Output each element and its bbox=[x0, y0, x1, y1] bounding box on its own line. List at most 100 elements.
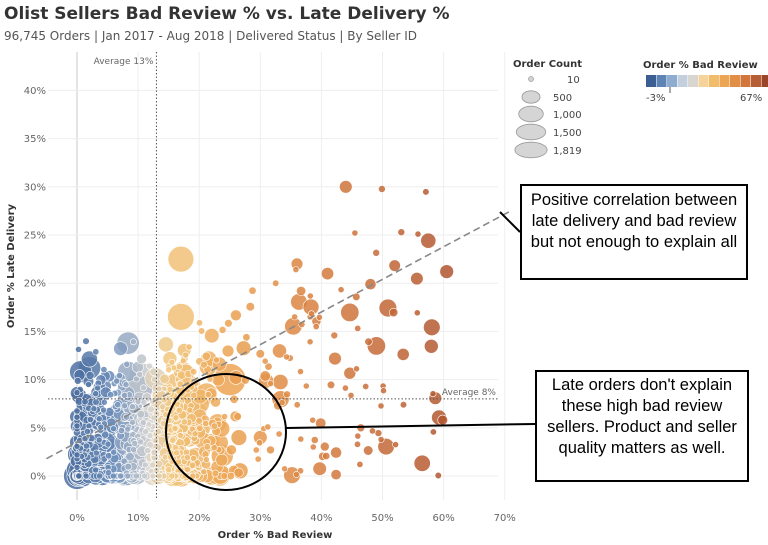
data-point bbox=[176, 380, 184, 388]
data-point bbox=[378, 185, 386, 193]
data-point bbox=[116, 372, 123, 379]
data-point bbox=[328, 351, 342, 366]
color-legend-swatch bbox=[709, 75, 719, 87]
data-point bbox=[354, 432, 362, 440]
data-point bbox=[167, 245, 195, 273]
data-point bbox=[182, 351, 190, 359]
data-point bbox=[312, 461, 327, 476]
data-point bbox=[172, 414, 180, 422]
data-point bbox=[144, 447, 152, 455]
data-point bbox=[293, 471, 300, 478]
data-point bbox=[252, 446, 260, 454]
data-point bbox=[117, 472, 124, 480]
color-legend-swatch bbox=[698, 75, 709, 87]
highlight-ellipse bbox=[165, 373, 287, 491]
data-point bbox=[330, 446, 342, 459]
data-point bbox=[261, 357, 269, 365]
data-point bbox=[73, 407, 81, 415]
x-tick-label: 0% bbox=[69, 513, 85, 524]
data-point bbox=[410, 272, 424, 286]
data-point bbox=[363, 445, 374, 456]
data-point bbox=[73, 413, 81, 421]
data-point bbox=[130, 446, 137, 453]
color-legend-swatch bbox=[667, 75, 677, 87]
data-point bbox=[306, 338, 314, 346]
data-point bbox=[140, 398, 148, 406]
data-point bbox=[275, 430, 283, 438]
data-point bbox=[100, 366, 108, 374]
data-point bbox=[353, 440, 361, 448]
data-point bbox=[330, 331, 339, 340]
data-point bbox=[340, 302, 360, 322]
data-point bbox=[420, 232, 437, 249]
data-point bbox=[189, 472, 197, 480]
data-point bbox=[150, 414, 158, 422]
data-point bbox=[200, 468, 208, 476]
data-point bbox=[157, 336, 174, 353]
reference-label-x: Average 13% bbox=[94, 57, 154, 67]
data-point bbox=[176, 431, 184, 439]
data-point bbox=[179, 357, 187, 365]
data-point bbox=[380, 387, 387, 395]
y-tick-label: 5% bbox=[30, 423, 46, 434]
data-point bbox=[437, 414, 449, 426]
data-point bbox=[377, 436, 385, 443]
data-point bbox=[296, 285, 307, 296]
data-point bbox=[128, 403, 136, 411]
x-tick-label: 70% bbox=[494, 513, 516, 524]
data-point bbox=[149, 367, 158, 376]
data-point bbox=[82, 337, 90, 345]
data-point bbox=[133, 472, 140, 480]
data-point bbox=[310, 436, 319, 444]
data-point bbox=[272, 279, 280, 287]
size-legend-marker bbox=[518, 105, 544, 123]
data-point bbox=[283, 353, 290, 361]
data-point bbox=[272, 343, 287, 359]
data-point bbox=[283, 390, 291, 399]
data-point bbox=[75, 345, 82, 353]
data-point bbox=[204, 328, 220, 344]
data-point bbox=[191, 430, 199, 438]
data-point bbox=[165, 366, 173, 374]
y-tick-label: 20% bbox=[24, 279, 46, 290]
data-point bbox=[272, 373, 289, 390]
data-point bbox=[413, 454, 431, 472]
data-point bbox=[235, 340, 252, 356]
data-point bbox=[221, 344, 235, 358]
data-point bbox=[309, 416, 317, 424]
data-point bbox=[293, 401, 301, 409]
data-point bbox=[149, 472, 157, 480]
callout-quality-text: Late orders don't explain these high bad… bbox=[547, 376, 737, 457]
data-point bbox=[281, 465, 288, 473]
data-point bbox=[368, 427, 376, 435]
color-legend-swatch bbox=[751, 75, 761, 87]
data-point bbox=[166, 385, 174, 393]
data-point bbox=[351, 229, 359, 237]
data-point bbox=[364, 337, 373, 346]
data-point bbox=[228, 370, 244, 385]
size-legend-label: 1,819 bbox=[553, 146, 582, 157]
data-point bbox=[221, 413, 228, 420]
data-point bbox=[330, 469, 342, 481]
data-point bbox=[73, 442, 81, 450]
data-point bbox=[423, 318, 441, 336]
data-point bbox=[92, 348, 100, 356]
data-point bbox=[189, 461, 197, 469]
callout-correlation-text: Positive correlation between late delive… bbox=[530, 191, 738, 251]
data-point bbox=[397, 228, 406, 236]
color-legend-swatch bbox=[719, 75, 730, 87]
x-tick-label: 30% bbox=[249, 513, 271, 524]
data-point bbox=[337, 286, 345, 294]
pointer-line bbox=[499, 211, 521, 233]
color-legend-swatch bbox=[656, 75, 667, 87]
data-point bbox=[233, 467, 244, 478]
data-point bbox=[388, 259, 401, 272]
data-point bbox=[149, 461, 156, 469]
chart-subtitle: 96,745 Orders | Jan 2017 - Aug 2018 | De… bbox=[4, 29, 417, 43]
data-point bbox=[312, 323, 320, 331]
y-tick-label: 10% bbox=[24, 375, 46, 386]
data-point bbox=[92, 466, 99, 474]
data-point bbox=[132, 375, 140, 383]
data-point bbox=[107, 391, 115, 399]
data-point bbox=[195, 417, 203, 425]
